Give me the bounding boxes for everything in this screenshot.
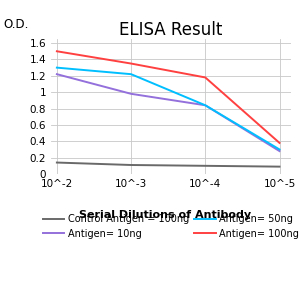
- Text: Serial Dilutions of Antibody: Serial Dilutions of Antibody: [79, 210, 251, 220]
- Title: ELISA Result: ELISA Result: [119, 21, 223, 39]
- Legend: Control Antigen = 100ng, Antigen= 10ng, Antigen= 50ng, Antigen= 100ng: Control Antigen = 100ng, Antigen= 10ng, …: [43, 214, 299, 239]
- Text: O.D.: O.D.: [3, 18, 29, 31]
